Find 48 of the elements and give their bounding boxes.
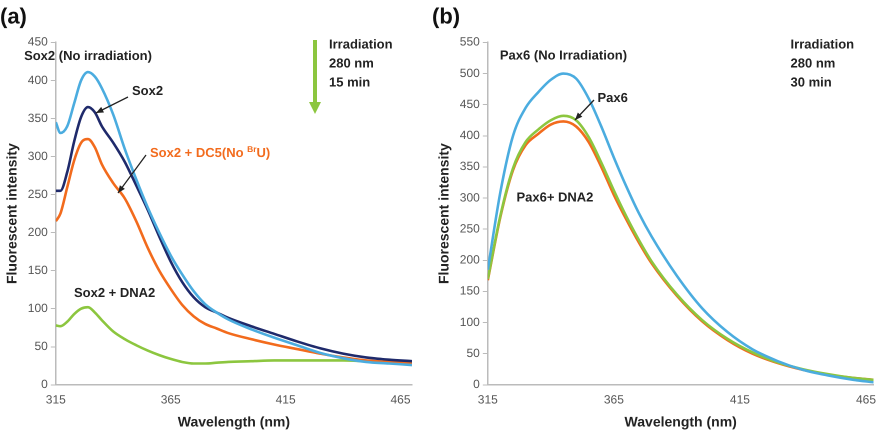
y-tick-label: 100 xyxy=(460,314,480,329)
y-tick-label: 250 xyxy=(28,186,48,201)
annotation: 15 min xyxy=(329,74,370,90)
annotation: 280 nm xyxy=(790,55,836,70)
y-tick-label: 550 xyxy=(460,34,480,49)
chart-title: (b) xyxy=(432,3,460,28)
y-tick-label: 500 xyxy=(460,66,480,80)
x-axis-title: Wavelength (nm) xyxy=(178,413,290,430)
y-tick-label: 50 xyxy=(466,346,480,360)
x-tick-label: 415 xyxy=(276,392,296,406)
annotation: 30 min xyxy=(790,74,832,90)
y-tick-label: 150 xyxy=(28,262,48,277)
x-tick-label: 365 xyxy=(604,392,624,406)
annotation: Irradiation xyxy=(790,36,854,52)
x-tick-label: 465 xyxy=(856,392,876,406)
x-tick-label: 415 xyxy=(730,392,750,406)
x-tick-label: 315 xyxy=(478,392,498,406)
y-tick-label: 0 xyxy=(41,377,48,392)
y-tick-label: 400 xyxy=(28,72,48,87)
y-axis-title: Fluorescent intensity xyxy=(435,142,452,284)
y-tick-label: 250 xyxy=(460,221,480,236)
series-label: Pax6 (No Irradiation) xyxy=(500,48,628,63)
y-tick-label: 400 xyxy=(460,128,480,142)
series-label: Sox2 + DNA2 xyxy=(74,285,156,300)
chart-title: (a) xyxy=(0,3,27,28)
x-tick-label: 465 xyxy=(390,392,411,406)
text: Sox2 xyxy=(132,83,164,98)
y-tick-label: 300 xyxy=(28,148,48,163)
x-tick-label: 315 xyxy=(46,392,66,406)
annotation: 280 nm xyxy=(329,55,374,70)
y-axis-title: Fluorescent intensity xyxy=(3,142,20,284)
annotation: Irradiation xyxy=(329,36,393,52)
y-tick-label: 350 xyxy=(460,159,480,174)
y-tick-label: 300 xyxy=(460,190,480,204)
x-axis-title: Wavelength (nm) xyxy=(624,413,737,430)
y-tick-label: 200 xyxy=(28,224,48,239)
y-tick-label: 100 xyxy=(28,301,48,316)
text: Pax6 xyxy=(597,90,628,105)
series-label: Sox2 (No irradiation) xyxy=(24,48,152,64)
y-tick-label: 200 xyxy=(460,252,480,267)
x-tick-label: 365 xyxy=(160,392,182,406)
series-label: Pax6+ DNA2 xyxy=(516,189,594,204)
y-tick-label: 350 xyxy=(28,110,48,125)
y-tick-label: 50 xyxy=(34,339,48,354)
y-tick-label: 150 xyxy=(460,284,480,298)
y-tick-label: 450 xyxy=(28,34,48,49)
y-tick-label: 450 xyxy=(460,96,480,111)
y-tick-label: 0 xyxy=(473,377,480,392)
